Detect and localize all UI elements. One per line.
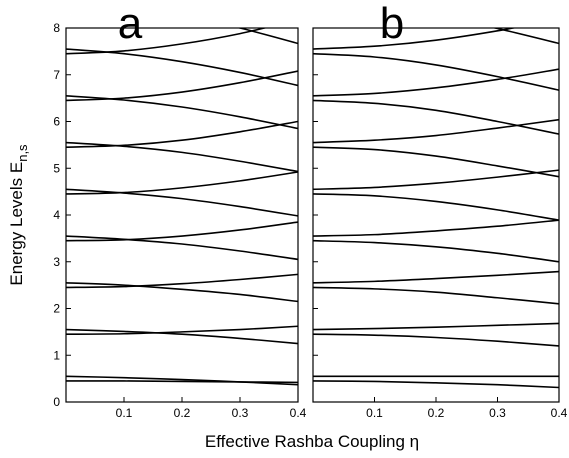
panel-b-level-curve-13: [313, 68, 559, 97]
panel-b-level-curve-6: [313, 286, 559, 305]
panel-a-level-curve-12: [66, 120, 298, 149]
panel-a-y-tick-label: 2: [53, 302, 60, 316]
panel-b: 0.1 0.2 0.3 0.4 b: [312, 0, 568, 420]
panel-b-curves: [313, 28, 559, 389]
panel-a-y-tick-label: 5: [53, 161, 60, 175]
panel-b-level-curve-15: [313, 28, 518, 50]
panel-a-level-curve-6: [66, 273, 298, 289]
panel-a-level-curve-14: [66, 70, 298, 102]
panel-a-level-curve-16: [66, 28, 268, 55]
panel-a-level-curve-17: [236, 28, 298, 45]
panel-b-level-curve-7: [313, 219, 559, 237]
y-axis-title-subscript: n,s: [15, 144, 30, 162]
y-axis-title: Energy Levels En,s: [7, 144, 30, 286]
panel-a-y-tick-label: 3: [53, 255, 60, 269]
y-axis-title-main: Energy Levels E: [7, 162, 26, 286]
panel-a-y-tick-label: 7: [53, 68, 60, 82]
panel-a-level-curve-8: [66, 221, 298, 242]
panel-a-y-tick-label: 8: [53, 21, 60, 35]
x-axis-title: Effective Rashba Coupling η: [205, 432, 419, 451]
panel-b-level-curve-16: [313, 52, 559, 91]
panel-a-level-curve-11: [66, 141, 298, 173]
panel-b-level-curve-14: [313, 99, 559, 135]
panel-b-level-curve-10: [313, 193, 559, 221]
panel-a-x-tick-label: 0.4: [290, 406, 307, 420]
panel-a-y-tick-label: 4: [53, 208, 60, 222]
panel-a-level-curve-10: [66, 171, 298, 195]
panel-a-ticks: 0.1 0.2 0.3 0.4 0 1 2 3 4 5 6 7 8: [53, 21, 306, 420]
panel-a-label: a: [118, 0, 143, 48]
panel-a-level-curve-4: [66, 325, 298, 336]
panel-b-x-tick-label: 0.3: [489, 406, 506, 420]
panel-a-x-tick-label: 0.3: [232, 406, 249, 420]
panel-b-level-curve-17: [491, 28, 559, 45]
panel-b-frame: [312, 27, 560, 403]
panel-a-frame: [65, 27, 299, 403]
panel-a-level-curve-3: [66, 328, 298, 345]
panel-a-y-tick-label: 1: [53, 348, 60, 362]
panel-b-x-tick-label: 0.4: [551, 406, 568, 420]
panel-a-curves: [66, 28, 298, 386]
panel-b-level-curve-11: [313, 118, 559, 144]
panel-a-y-tick-label: 6: [53, 115, 60, 129]
panel-a-x-tick-label: 0.1: [116, 406, 133, 420]
panel-b-level-curve-12: [313, 146, 559, 178]
panel-a-level-curve-7: [66, 235, 298, 261]
panel-b-label: b: [380, 0, 404, 48]
panel-b-level-curve-8: [313, 239, 559, 263]
panel-b-x-tick-label: 0.2: [428, 406, 445, 420]
panel-a-level-curve-2: [66, 380, 298, 384]
panel-a-level-curve-15: [66, 48, 298, 87]
panel-a-level-curve-5: [66, 281, 298, 303]
panel-a-x-tick-label: 0.2: [174, 406, 191, 420]
panel-a: 0.1 0.2 0.3 0.4 0 1 2 3 4 5 6 7 8 a: [53, 0, 306, 420]
panel-a-level-curve-13: [66, 94, 298, 130]
panel-b-level-curve-9: [313, 169, 559, 191]
panel-b-level-curve-4: [313, 333, 559, 347]
panel-a-y-tick-label: 0: [53, 395, 60, 409]
panel-b-level-curve-2: [313, 380, 559, 389]
panel-b-level-curve-5: [313, 270, 559, 284]
panel-b-x-tick-label: 0.1: [366, 406, 383, 420]
panel-a-level-curve-9: [66, 188, 298, 217]
panel-b-level-curve-3: [313, 322, 559, 331]
panel-b-ticks: 0.1 0.2 0.3 0.4: [313, 27, 568, 420]
